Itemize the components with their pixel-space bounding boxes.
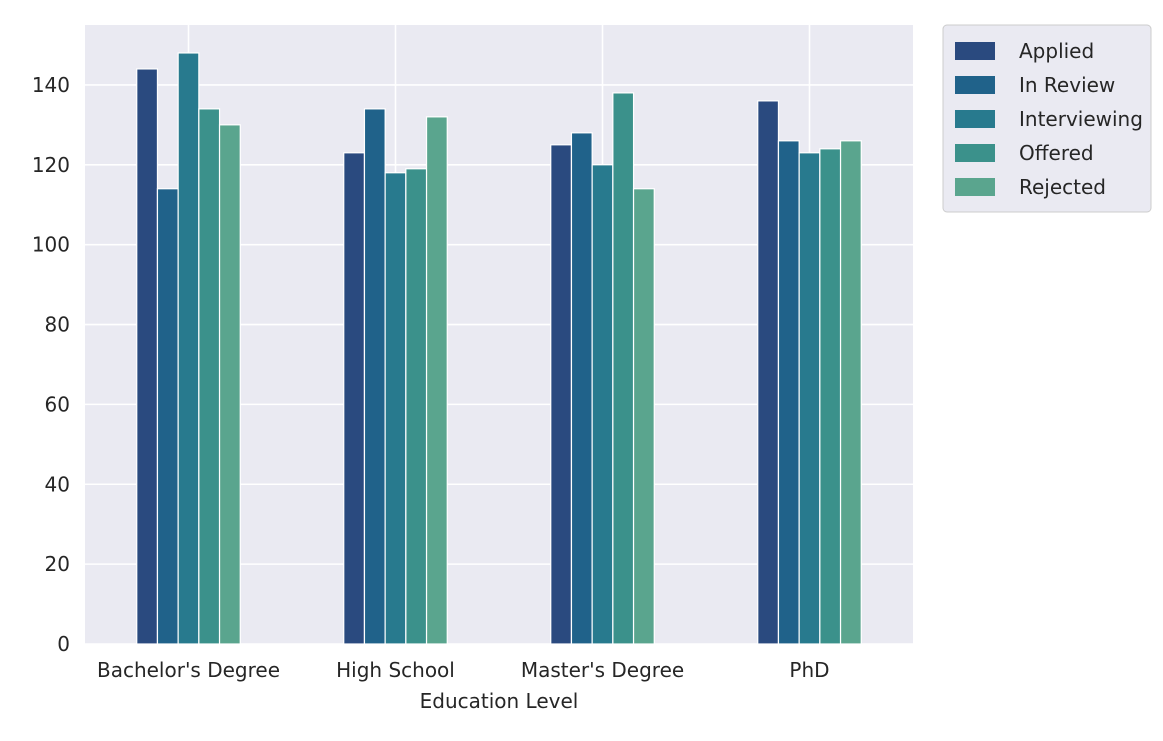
x-tick-labels: Bachelor's Degree High School Master's Deg… — [97, 658, 830, 682]
bar — [198, 108, 221, 645]
bar — [612, 92, 635, 645]
bar — [384, 172, 407, 645]
bar — [136, 68, 159, 645]
bar — [777, 140, 800, 645]
x-axis-title: Education Level — [420, 689, 579, 713]
bar — [343, 152, 366, 645]
bars-group — [136, 52, 862, 645]
legend-swatch — [955, 110, 995, 128]
x-tick-label: High School — [336, 658, 455, 682]
legend-label: Offered — [1019, 141, 1094, 165]
bar — [218, 124, 241, 645]
legend-swatch — [955, 178, 995, 196]
y-tick-label: 60 — [45, 392, 70, 416]
legend-label: In Review — [1019, 73, 1115, 97]
bar — [798, 152, 821, 645]
bar — [156, 188, 179, 645]
legend-label: Applied — [1019, 39, 1094, 63]
bar — [550, 144, 573, 645]
x-tick-label: PhD — [789, 658, 829, 682]
bar — [570, 132, 593, 645]
legend: Applied In Review Interviewing Offered Rejec… — [942, 24, 1152, 213]
legend-frame — [942, 24, 1152, 213]
legend-swatch — [955, 144, 995, 162]
bar — [591, 164, 614, 645]
bar — [757, 100, 780, 645]
x-tick-label: Master's Degree — [521, 658, 684, 682]
bar — [819, 148, 842, 645]
y-tick-label: 40 — [45, 472, 70, 496]
bar — [177, 52, 200, 645]
x-tick-label: Bachelor's Degree — [97, 658, 280, 682]
legend-label: Rejected — [1019, 175, 1106, 199]
y-tick-label: 140 — [32, 73, 70, 97]
y-tick-label: 120 — [32, 153, 70, 177]
y-tick-label: 100 — [32, 233, 70, 257]
legend-swatch — [955, 42, 995, 60]
legend-swatch — [955, 76, 995, 94]
bar — [363, 108, 386, 645]
legend-label: Interviewing — [1019, 107, 1143, 131]
bar — [405, 168, 428, 645]
bar — [839, 140, 862, 645]
y-tick-label: 80 — [45, 313, 70, 337]
y-tick-label: 20 — [45, 552, 70, 576]
bar — [425, 116, 448, 645]
y-tick-label: 0 — [57, 632, 70, 656]
y-tick-labels: 0 20 40 60 80 100 120 140 — [32, 73, 70, 656]
bar — [632, 188, 655, 645]
